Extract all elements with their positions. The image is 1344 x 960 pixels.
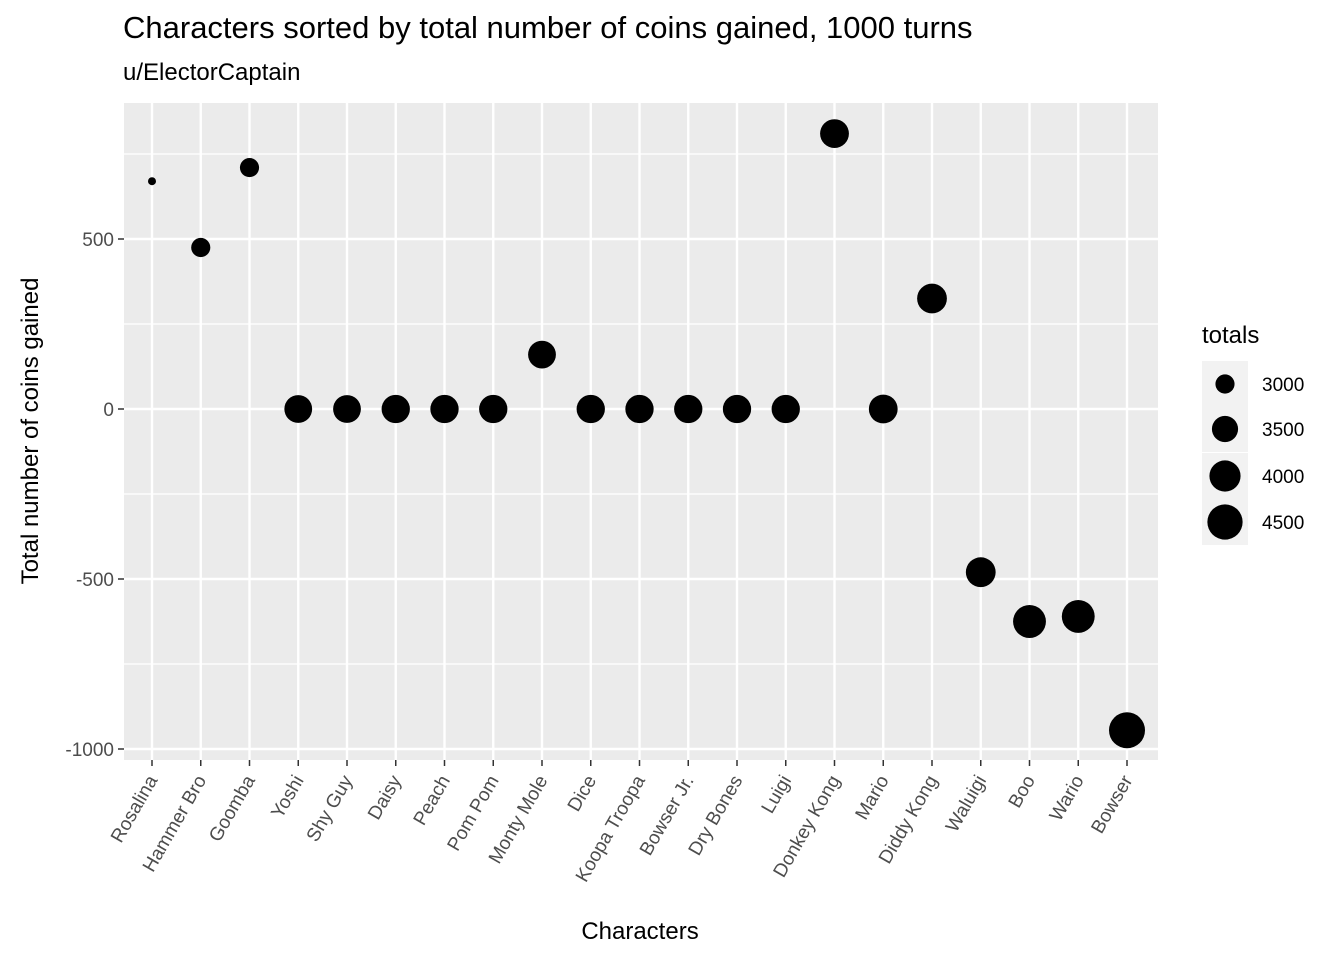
x-tick-label: Boo	[1005, 772, 1040, 812]
legend-label: 4000	[1262, 467, 1304, 488]
y-axis-ticks: -1000 -500 0 500	[65, 230, 124, 761]
data-point	[965, 557, 996, 588]
data-point	[1109, 712, 1145, 749]
data-points	[148, 119, 1145, 749]
data-point	[722, 394, 752, 424]
data-point	[333, 395, 361, 423]
data-point	[625, 394, 654, 424]
chart-title: Characters sorted by total number of coi…	[123, 10, 973, 45]
data-point	[917, 283, 947, 314]
x-tick-label: Peach	[410, 772, 455, 829]
plot-panel	[124, 103, 1158, 760]
x-tick-label: Waluigi	[942, 772, 991, 836]
y-tick-label: -1000	[65, 740, 114, 761]
legend-label: 3500	[1262, 420, 1304, 441]
x-tick-label: Yoshi	[267, 772, 308, 822]
legend-key-circle	[1215, 374, 1235, 394]
data-point	[430, 394, 459, 424]
x-tick-label: Shy Guy	[303, 772, 358, 846]
x-axis-title: Characters	[581, 918, 698, 945]
data-point	[191, 237, 211, 258]
x-tick-label: Rosalina	[107, 772, 162, 847]
data-point	[239, 158, 260, 178]
data-point	[1013, 605, 1046, 638]
x-tick-label: Wario	[1046, 772, 1089, 825]
chart-subtitle: u/ElectorCaptain	[123, 59, 301, 86]
data-point	[284, 395, 313, 423]
y-axis-title: Total number of coins gained	[17, 278, 44, 585]
x-tick-label: Mario	[852, 772, 894, 824]
data-point	[868, 394, 898, 424]
data-point	[1061, 599, 1095, 633]
legend-key-circle	[1211, 415, 1239, 443]
legend-key-circle	[1207, 504, 1243, 540]
data-point	[148, 177, 156, 186]
data-point	[674, 394, 703, 424]
y-tick-label: 0	[103, 400, 114, 421]
x-tick-label: Daisy	[364, 772, 406, 824]
x-tick-label: Luigi	[758, 772, 796, 817]
legend-label: 4500	[1262, 513, 1304, 534]
y-tick-label: -500	[76, 570, 114, 591]
legend-title: totals	[1202, 322, 1259, 349]
x-tick-label: Dice	[564, 772, 601, 815]
data-point	[479, 394, 508, 424]
x-tick-label: Goomba	[205, 772, 260, 846]
data-point	[771, 394, 800, 424]
legend: totals 3000 3500 4000 4500	[1202, 322, 1304, 545]
data-point	[576, 394, 605, 424]
y-tick-label: 500	[82, 230, 114, 251]
data-point	[528, 340, 556, 369]
data-point	[820, 119, 849, 149]
data-point	[381, 394, 410, 424]
legend-key-circle	[1209, 460, 1241, 492]
x-tick-label: Bowser	[1087, 771, 1137, 837]
legend-label: 3000	[1262, 375, 1304, 396]
